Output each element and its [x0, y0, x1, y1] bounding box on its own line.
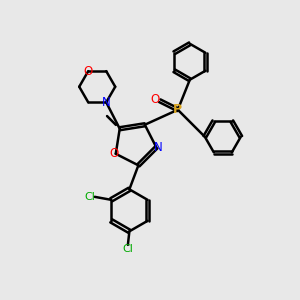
Text: O: O [84, 64, 93, 78]
Text: Cl: Cl [122, 244, 133, 254]
Text: N: N [154, 141, 162, 154]
Text: O: O [151, 93, 160, 106]
Text: O: O [110, 147, 119, 160]
Text: P: P [173, 103, 182, 116]
Text: N: N [102, 96, 111, 109]
Text: Cl: Cl [85, 192, 96, 202]
